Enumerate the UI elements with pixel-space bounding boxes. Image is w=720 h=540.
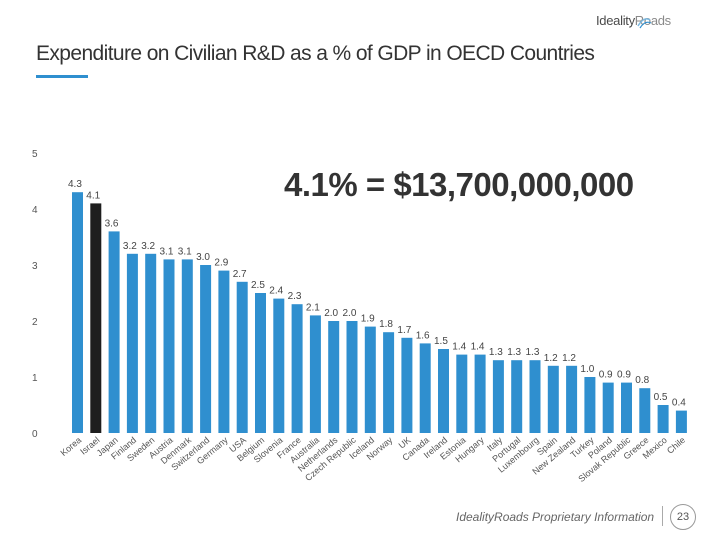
bar-czech-republic bbox=[346, 321, 358, 433]
bar-value-label: 1.3 bbox=[526, 347, 540, 358]
bar-value-label: 1.3 bbox=[489, 347, 503, 358]
bar-slovenia bbox=[273, 298, 285, 433]
bar-value-label: 4.1 bbox=[86, 190, 100, 201]
bar-value-label: 2.0 bbox=[343, 308, 357, 319]
bar-value-label: 1.6 bbox=[416, 330, 430, 341]
bar-value-label: 0.8 bbox=[635, 375, 649, 386]
bar-australia bbox=[309, 315, 321, 433]
bar-iceland bbox=[364, 326, 376, 433]
page-title: Expenditure on Civilian R&D as a % of GD… bbox=[36, 42, 595, 65]
bar-value-label: 1.4 bbox=[471, 342, 485, 353]
y-tick-label: 3 bbox=[32, 261, 38, 272]
bar-greece bbox=[639, 388, 651, 433]
bar-value-label: 1.4 bbox=[452, 342, 466, 353]
y-tick-label: 5 bbox=[32, 149, 38, 160]
bar-value-label: 1.2 bbox=[544, 353, 558, 364]
bar-value-label: 1.8 bbox=[379, 319, 393, 330]
bar-luxembourg bbox=[529, 360, 541, 433]
bar-portugal bbox=[511, 360, 523, 433]
bar-spain bbox=[547, 365, 559, 433]
bar-norway bbox=[383, 332, 395, 433]
bar-value-label: 1.3 bbox=[507, 347, 521, 358]
bar-value-label: 3.1 bbox=[178, 246, 192, 257]
bar-israel bbox=[90, 203, 102, 433]
bar-belgium bbox=[255, 293, 266, 433]
bar-value-label: 1.0 bbox=[580, 364, 594, 375]
bars bbox=[72, 192, 687, 433]
logo-mark-icon bbox=[637, 18, 652, 29]
bar-canada bbox=[419, 343, 431, 433]
footer-proprietary-text: IdealityRoads Proprietary Information bbox=[456, 510, 655, 524]
y-axis: 0 1 2 3 4 5 bbox=[32, 149, 38, 440]
bar-value-label: 3.6 bbox=[105, 218, 119, 229]
bar-switzerland bbox=[200, 265, 212, 433]
bar-sweden bbox=[145, 253, 157, 433]
bar-value-label: 3.1 bbox=[160, 246, 174, 257]
bar-value-label: 2.5 bbox=[251, 280, 265, 291]
bar-uk bbox=[401, 337, 413, 433]
bar-value-label: 0.5 bbox=[654, 392, 668, 403]
bar-japan bbox=[108, 231, 120, 433]
bar-ireland bbox=[438, 349, 449, 433]
y-tick-label: 4 bbox=[32, 205, 38, 216]
bar-slovak-republic bbox=[621, 382, 632, 433]
bar-value-label: 2.9 bbox=[214, 258, 228, 269]
bar-value-label: 2.4 bbox=[269, 286, 283, 297]
bar-hungary bbox=[474, 354, 486, 433]
bar-mexico bbox=[657, 405, 669, 433]
bar-value-label: 2.7 bbox=[233, 269, 247, 280]
bar-value-label: 2.3 bbox=[288, 291, 302, 302]
bar-value-label: 1.7 bbox=[397, 325, 411, 336]
bar-chile bbox=[675, 410, 687, 433]
page-number-badge: 23 bbox=[670, 504, 696, 530]
bar-value-label: 2.1 bbox=[306, 302, 320, 313]
bar-estonia bbox=[456, 354, 468, 433]
ideality-roads-logo: IdealityRoads bbox=[596, 12, 696, 34]
bar-new-zealand bbox=[566, 365, 578, 433]
bar-value-label: 1.9 bbox=[361, 314, 375, 325]
y-tick-label: 0 bbox=[32, 429, 38, 440]
x-tick-label: Korea bbox=[58, 435, 83, 458]
bar-value-label: 0.9 bbox=[599, 370, 613, 381]
bar-value-label: 2.0 bbox=[324, 308, 338, 319]
x-axis-labels: KoreaIsraelJapanFinlandSwedenAustriaDenm… bbox=[58, 435, 687, 484]
bar-value-label: 3.0 bbox=[196, 252, 210, 263]
bar-value-label: 4.3 bbox=[68, 179, 82, 190]
value-labels: 4.3 4.1 3.6 3.2 3.2 3.1 3.1 3.0 2.9 2.7 2.5 2.4 2.3 2… bbox=[68, 179, 686, 408]
footer-divider bbox=[662, 506, 663, 526]
bar-germany bbox=[218, 270, 230, 433]
y-tick-label: 1 bbox=[32, 373, 38, 384]
bar-value-label: 0.9 bbox=[617, 370, 631, 381]
bar-value-label: 3.2 bbox=[123, 241, 137, 252]
x-tick-label: Chile bbox=[665, 435, 687, 456]
bar-netherlands bbox=[328, 321, 340, 433]
title-underline bbox=[36, 75, 88, 78]
bar-value-label: 3.2 bbox=[141, 241, 155, 252]
callout-text: 4.1% = $13,700,000,000 bbox=[284, 166, 634, 203]
bar-turkey bbox=[584, 377, 596, 433]
bar-value-label: 1.5 bbox=[434, 336, 448, 347]
bar-usa bbox=[236, 281, 248, 433]
bar-france bbox=[291, 304, 303, 433]
bar-poland bbox=[602, 382, 614, 433]
bar-austria bbox=[163, 259, 175, 433]
bar-italy bbox=[492, 360, 504, 433]
bar-finland bbox=[126, 253, 138, 433]
bar-korea bbox=[72, 192, 83, 433]
bar-denmark bbox=[181, 259, 193, 433]
bar-value-label: 1.2 bbox=[562, 353, 576, 364]
y-tick-label: 2 bbox=[32, 317, 38, 328]
bar-value-label: 0.4 bbox=[672, 398, 686, 409]
